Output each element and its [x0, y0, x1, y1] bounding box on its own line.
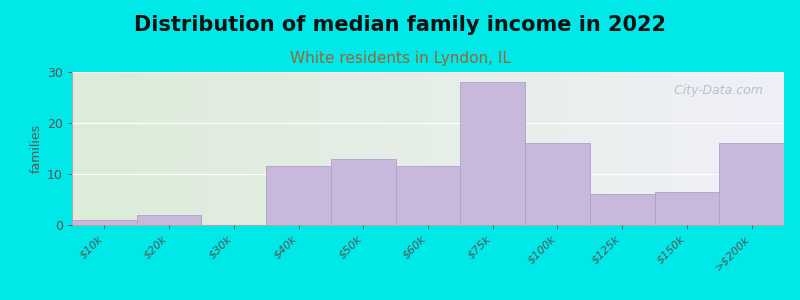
Bar: [331, 159, 396, 225]
Bar: [137, 215, 202, 225]
Bar: [396, 166, 460, 225]
Bar: [719, 143, 784, 225]
Bar: [266, 166, 331, 225]
Bar: [654, 192, 719, 225]
Bar: [525, 143, 590, 225]
Y-axis label: families: families: [30, 124, 43, 173]
Text: Distribution of median family income in 2022: Distribution of median family income in …: [134, 15, 666, 35]
Text: City-Data.com: City-Data.com: [666, 84, 762, 97]
Text: White residents in Lyndon, IL: White residents in Lyndon, IL: [290, 51, 510, 66]
Bar: [460, 82, 525, 225]
Bar: [590, 194, 654, 225]
Bar: [72, 220, 137, 225]
